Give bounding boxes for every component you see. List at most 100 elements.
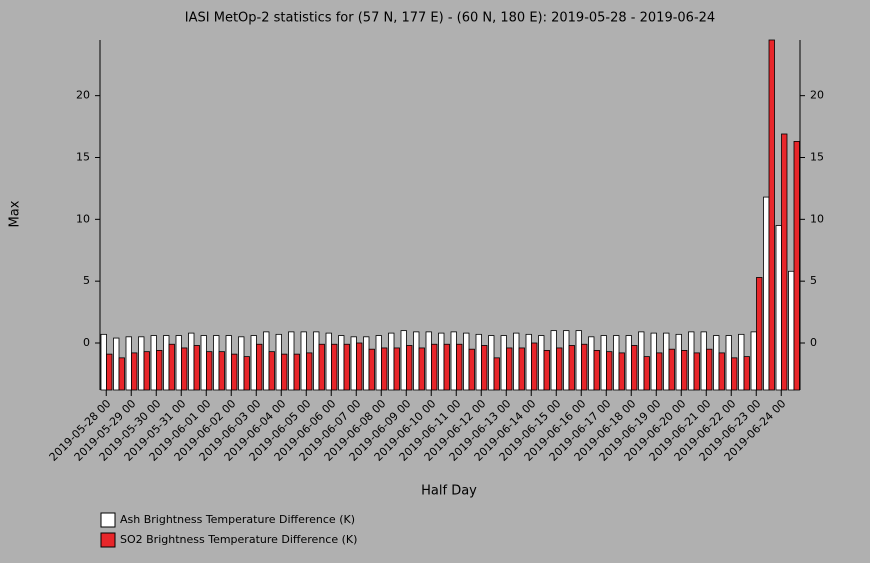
bar — [731, 357, 738, 391]
bar — [363, 336, 370, 391]
bar — [413, 331, 420, 391]
bar — [131, 352, 138, 391]
y-tick-label: 20 — [76, 89, 90, 102]
bar — [200, 335, 207, 391]
bar — [388, 332, 395, 391]
bar — [513, 332, 520, 391]
bar — [700, 331, 707, 391]
bar — [563, 330, 570, 391]
bar — [181, 347, 188, 391]
bar — [318, 343, 325, 391]
legend-label: Ash Brightness Temperature Difference (K… — [120, 513, 355, 526]
bar — [156, 350, 163, 391]
bar — [693, 352, 700, 391]
bar — [763, 196, 770, 391]
bar — [588, 336, 595, 391]
bar — [306, 352, 313, 391]
bar — [768, 39, 775, 391]
legend-swatch — [100, 512, 116, 528]
bar — [256, 343, 263, 391]
y-tick-label: 5 — [83, 274, 90, 287]
bar — [338, 335, 345, 391]
bar — [625, 335, 632, 391]
bar — [113, 337, 120, 391]
x-axis-label: Half Day — [421, 484, 477, 499]
y-tick-label: 15 — [76, 150, 90, 163]
bar — [425, 331, 432, 391]
bar — [450, 331, 457, 391]
bar — [138, 336, 145, 391]
bar — [738, 333, 745, 391]
bar — [356, 342, 363, 391]
bar — [393, 347, 400, 391]
bar — [331, 343, 338, 391]
bar — [613, 335, 620, 391]
bar — [600, 335, 607, 391]
bar — [713, 335, 720, 391]
bar — [438, 332, 445, 391]
y2-tick-label: 10 — [810, 212, 824, 225]
y2-tick-label: 15 — [810, 150, 824, 163]
bar — [581, 343, 588, 391]
bar — [238, 336, 245, 391]
bar — [750, 331, 757, 391]
y2-tick-label: 0 — [810, 336, 817, 349]
bar — [518, 347, 525, 391]
bar — [206, 351, 213, 391]
bar — [681, 350, 688, 391]
bar — [343, 343, 350, 391]
bar — [288, 331, 295, 391]
chart-title: IASI MetOp-2 statistics for (57 N, 177 E… — [185, 11, 715, 26]
bar — [400, 330, 407, 391]
bar — [443, 343, 450, 391]
bar — [275, 333, 282, 391]
legend-label: SO2 Brightness Temperature Difference (K… — [120, 533, 357, 546]
bar — [500, 335, 507, 391]
bar — [143, 351, 150, 391]
y2-tick-label: 20 — [810, 89, 824, 102]
bar — [631, 345, 638, 391]
bar — [675, 333, 682, 391]
bar — [213, 335, 220, 391]
bar — [313, 331, 320, 391]
bar — [163, 335, 170, 391]
bar — [463, 332, 470, 391]
bar — [538, 335, 545, 391]
bar — [718, 352, 725, 391]
bar — [268, 351, 275, 391]
bar — [118, 357, 125, 391]
bar — [281, 353, 288, 391]
legend-swatch — [100, 532, 116, 548]
bar — [168, 343, 175, 391]
bar — [788, 270, 795, 391]
y2-tick-label: 5 — [810, 274, 817, 287]
bar — [593, 350, 600, 391]
bar — [725, 335, 732, 391]
bar — [506, 347, 513, 391]
bar — [325, 332, 332, 391]
bar — [250, 335, 257, 391]
bar — [638, 331, 645, 391]
bar — [781, 133, 788, 391]
bar — [688, 331, 695, 391]
bar — [100, 333, 107, 391]
bar — [525, 333, 532, 391]
bar — [231, 353, 238, 391]
bar — [618, 352, 625, 391]
bar — [175, 335, 182, 391]
bar — [663, 332, 670, 391]
bar — [193, 345, 200, 391]
bar — [531, 342, 538, 391]
bar — [225, 335, 232, 391]
bar — [150, 335, 157, 391]
bar — [550, 330, 557, 391]
bar — [756, 277, 763, 391]
bar — [706, 348, 713, 391]
bar — [106, 353, 113, 391]
bar — [556, 347, 563, 391]
bar — [606, 351, 613, 391]
bar — [488, 335, 495, 391]
bar — [125, 336, 132, 391]
bar — [643, 356, 650, 391]
bar — [743, 356, 750, 391]
